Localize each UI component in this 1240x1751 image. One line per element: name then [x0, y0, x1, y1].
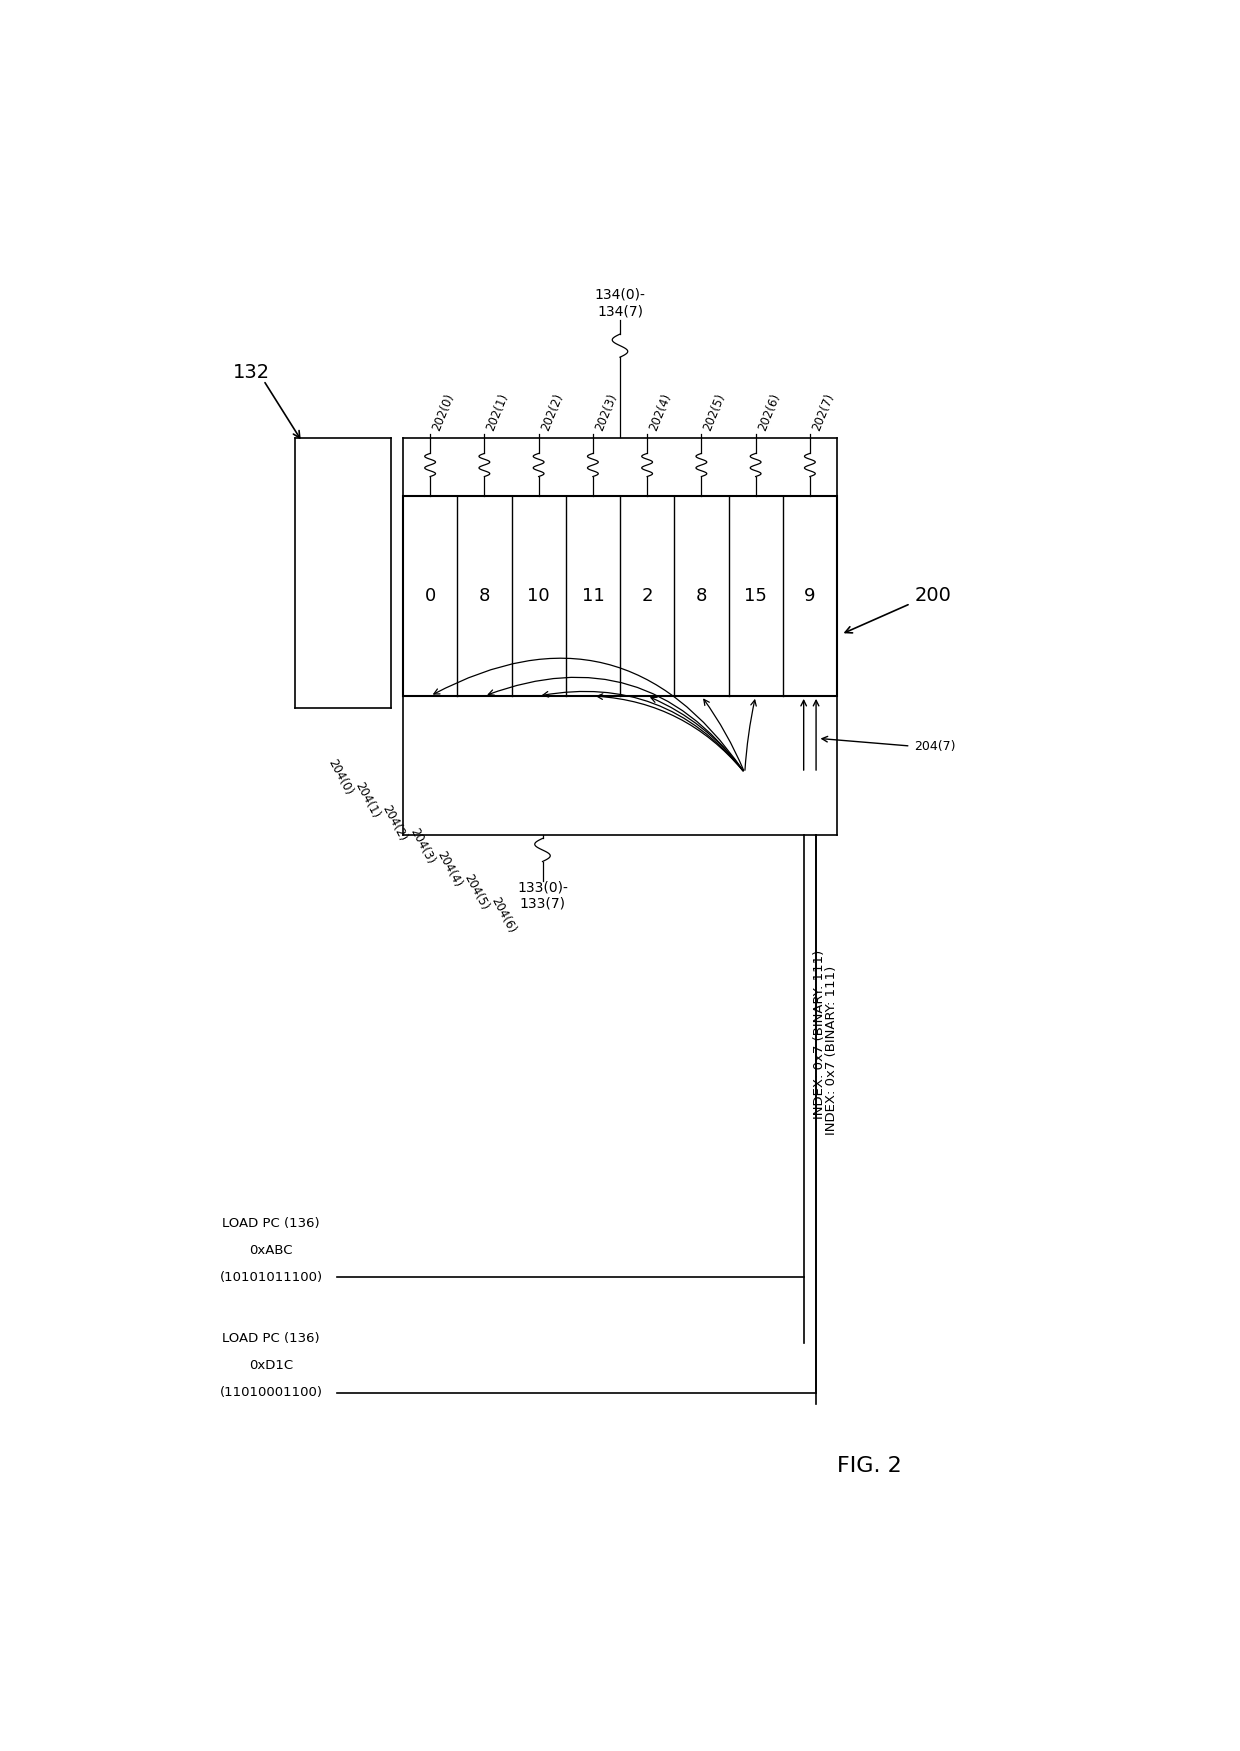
Text: 204(7): 204(7) [915, 739, 956, 753]
Text: 15: 15 [744, 587, 768, 604]
Text: 202(2): 202(2) [538, 392, 565, 432]
Text: 204(1): 204(1) [352, 779, 382, 819]
Text: 2: 2 [641, 587, 653, 604]
Text: 10: 10 [527, 587, 549, 604]
Text: 0xABC: 0xABC [249, 1243, 293, 1257]
Text: (10101011100): (10101011100) [219, 1271, 322, 1283]
Text: 11: 11 [582, 587, 604, 604]
Text: 0xD1C: 0xD1C [249, 1359, 294, 1373]
Text: 204(2): 204(2) [379, 802, 409, 844]
Text: 202(6): 202(6) [755, 392, 782, 432]
Text: 134(0)-
134(7): 134(0)- 134(7) [594, 287, 646, 319]
Text: 8: 8 [696, 587, 707, 604]
Text: 200: 200 [915, 587, 951, 606]
Text: 204(4): 204(4) [434, 849, 464, 890]
Text: INDEX: 0x7 (BINARY: 111): INDEX: 0x7 (BINARY: 111) [826, 965, 838, 1135]
Text: 132: 132 [233, 362, 269, 382]
Text: 202(4): 202(4) [647, 392, 673, 432]
Text: 0: 0 [424, 587, 435, 604]
Text: FIG. 2: FIG. 2 [837, 1457, 901, 1476]
Text: 202(0): 202(0) [430, 392, 456, 432]
Text: 204(6): 204(6) [489, 895, 518, 935]
Text: 202(1): 202(1) [485, 392, 511, 432]
Text: 204(3): 204(3) [407, 826, 436, 867]
Text: 202(7): 202(7) [810, 392, 837, 432]
Text: 202(5): 202(5) [702, 392, 728, 432]
Text: 204(5): 204(5) [461, 872, 491, 912]
Text: 8: 8 [479, 587, 490, 604]
Text: INDEX: 0x7 (BINARY: 111): INDEX: 0x7 (BINARY: 111) [813, 951, 826, 1119]
Text: 9: 9 [804, 587, 816, 604]
Text: LOAD PC (136): LOAD PC (136) [222, 1333, 320, 1345]
Bar [403, 496, 837, 695]
Text: 202(3): 202(3) [593, 392, 620, 432]
Text: 204(0): 204(0) [325, 756, 356, 797]
Text: 133(0)-
133(7): 133(0)- 133(7) [517, 881, 568, 911]
Text: (11010001100): (11010001100) [219, 1387, 322, 1399]
Text: LOAD PC (136): LOAD PC (136) [222, 1217, 320, 1229]
